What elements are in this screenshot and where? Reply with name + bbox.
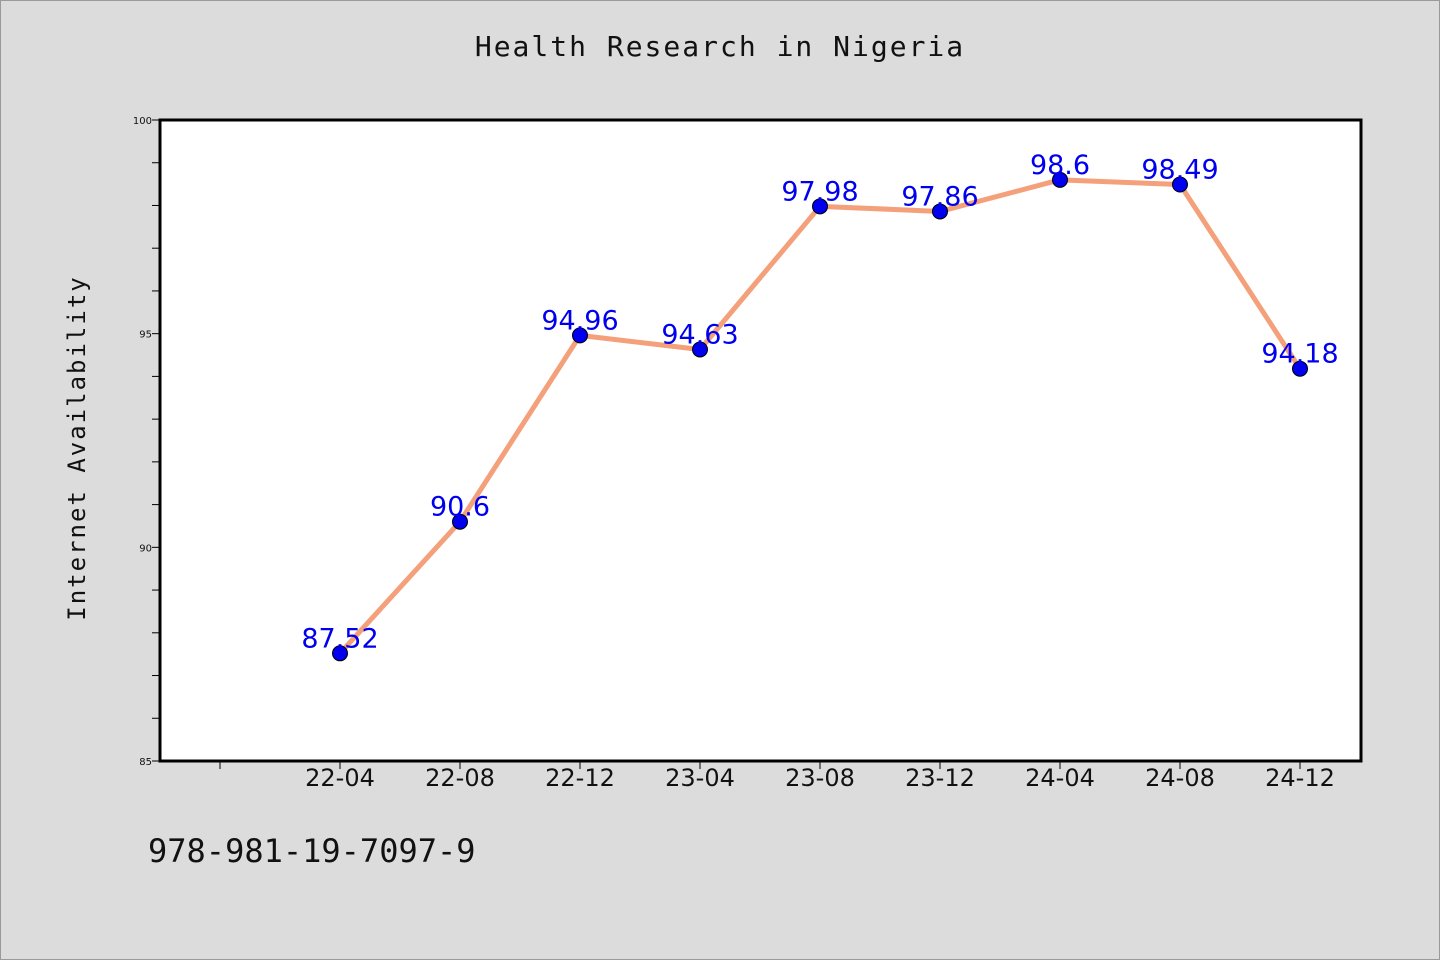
data-label: 87.52 xyxy=(301,623,378,654)
x-tick-label: 24-12 xyxy=(1265,764,1335,792)
x-axis-ticks: 22-04 22-08 22-12 23-04 23-08 23-12 24-04 24-08… xyxy=(219,761,1335,792)
data-point xyxy=(932,203,948,220)
x-tick-label: 24-04 xyxy=(1025,764,1095,792)
x-tick-label: 22-04 xyxy=(305,764,375,792)
x-tick-label: 24-08 xyxy=(1145,764,1215,792)
data-label: 94.96 xyxy=(541,305,618,336)
x-tick-label: 23-08 xyxy=(785,764,855,792)
data-point xyxy=(572,327,588,344)
data-point xyxy=(812,198,828,215)
y-tick-label: 85 xyxy=(139,757,152,768)
y-axis-ticks: 85 90 95 100 xyxy=(133,116,160,768)
data-point xyxy=(692,341,708,358)
plot-area xyxy=(158,118,1363,763)
data-point xyxy=(1052,171,1068,188)
data-label: 98.6 xyxy=(1030,150,1090,181)
footer-code: 978-981-19-7097-9 xyxy=(148,832,476,870)
data-label: 97.86 xyxy=(901,181,978,212)
chart-title: Health Research in Nigeria xyxy=(474,30,966,63)
data-point xyxy=(1292,360,1308,377)
data-label: 97.98 xyxy=(781,176,858,207)
y-tick-label: 100 xyxy=(133,116,152,127)
x-tick-label: 22-08 xyxy=(425,764,495,792)
x-tick-label: 22-12 xyxy=(545,764,615,792)
y-axis-label: Internet Availability xyxy=(63,275,91,620)
data-label: 94.63 xyxy=(661,319,738,350)
data-label: 94.18 xyxy=(1261,339,1338,370)
data-point xyxy=(452,513,468,530)
data-point xyxy=(1172,176,1188,193)
x-tick-label: 23-12 xyxy=(905,764,975,792)
data-label: 90.6 xyxy=(430,492,490,523)
data-point xyxy=(332,645,348,662)
series-group: 87.52 90.6 94.96 94.63 97.98 97.86 98.6 98.49 94… xyxy=(301,150,1339,662)
x-tick-label: 23-04 xyxy=(665,764,735,792)
y-tick-label: 90 xyxy=(139,543,152,554)
y-tick-label: 95 xyxy=(139,330,152,341)
data-label: 98.49 xyxy=(1141,155,1218,186)
